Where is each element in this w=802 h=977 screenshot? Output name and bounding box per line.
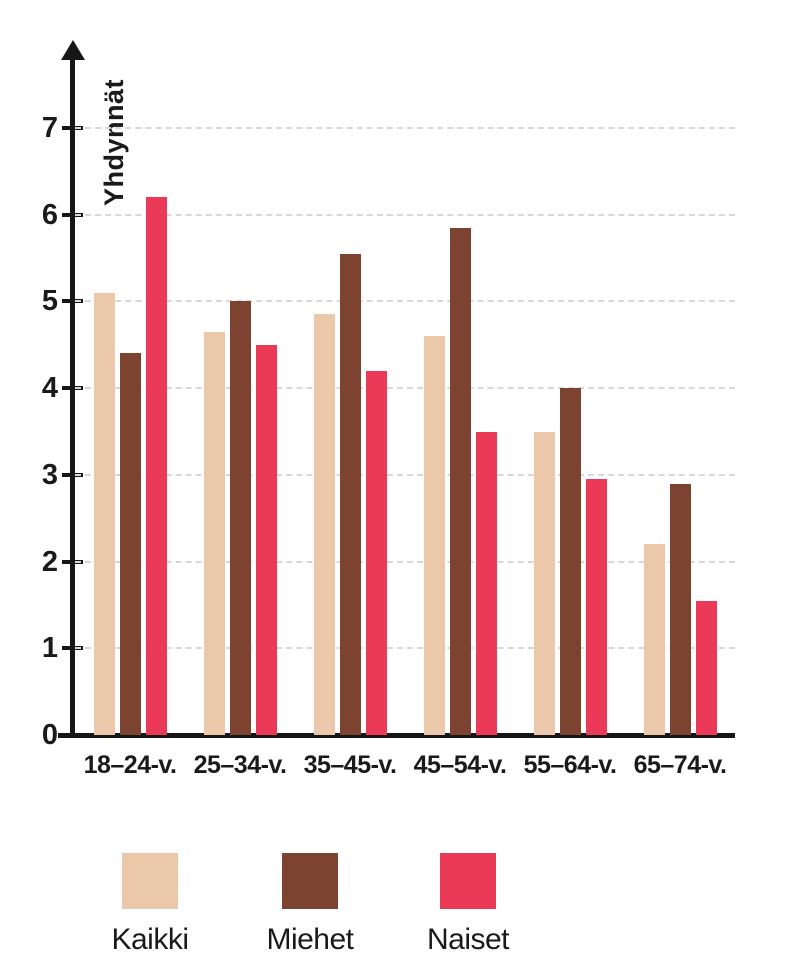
bar-kaikki-25–34-v. <box>203 331 225 735</box>
y-axis-arrow-icon <box>60 40 85 60</box>
bar-miehet-35–45-v. <box>339 253 361 735</box>
gridline <box>75 560 735 563</box>
x-axis <box>58 733 735 738</box>
y-tick-mark <box>62 472 83 477</box>
x-category-label: 55–64-v. <box>523 751 617 779</box>
bar-kaikki-55–64-v. <box>533 431 555 735</box>
legend-item-kaikki: Kaikki <box>85 853 215 957</box>
y-tick-mark <box>62 212 83 217</box>
legend: Kaikki Miehet Naiset <box>0 853 802 963</box>
legend-item-naiset: Naiset <box>403 853 533 957</box>
y-tick-label: 2 <box>41 545 58 578</box>
gridline <box>75 300 735 303</box>
bar-naiset-65–74-v. <box>695 600 717 735</box>
bar-miehet-18–24-v. <box>119 353 141 735</box>
bar-miehet-25–34-v. <box>229 301 251 735</box>
gridline <box>75 647 735 650</box>
legend-label: Kaikki <box>111 923 189 956</box>
legend-swatch-naiset <box>440 853 496 909</box>
x-category-label: 45–54-v. <box>413 751 507 779</box>
gridline <box>75 213 735 216</box>
bar-naiset-25–34-v. <box>255 344 277 735</box>
bar-kaikki-45–54-v. <box>423 336 445 735</box>
x-category-label: 18–24-v. <box>83 751 177 779</box>
x-category-label: 65–74-v. <box>633 751 727 779</box>
gridline <box>75 387 735 390</box>
legend-item-miehet: Miehet <box>245 853 375 957</box>
y-tick-label: 5 <box>41 285 58 318</box>
x-category-label: 35–45-v. <box>303 751 397 779</box>
y-axis <box>70 56 75 737</box>
legend-swatch-miehet <box>282 853 338 909</box>
y-tick-mark <box>62 299 83 304</box>
y-tick-label: 3 <box>41 458 58 491</box>
y-tick-label: 6 <box>41 198 58 231</box>
y-tick-mark <box>62 126 83 130</box>
bar-naiset-45–54-v. <box>475 431 497 735</box>
bar-miehet-45–54-v. <box>449 227 471 735</box>
gridline <box>75 127 735 129</box>
y-tick-mark <box>62 386 83 391</box>
y-tick-mark <box>62 733 83 737</box>
bar-naiset-35–45-v. <box>365 370 387 735</box>
y-tick-label: 4 <box>41 372 58 405</box>
bar-kaikki-35–45-v. <box>313 314 335 735</box>
y-tick-label: 1 <box>41 632 58 665</box>
bar-kaikki-65–74-v. <box>643 544 665 735</box>
bar-kaikki-18–24-v. <box>93 292 115 735</box>
y-tick-mark <box>62 646 83 651</box>
y-tick-label: 7 <box>41 112 58 144</box>
bar-naiset-55–64-v. <box>585 479 607 735</box>
legend-swatch-kaikki <box>122 853 178 909</box>
bar-miehet-55–64-v. <box>559 388 581 735</box>
legend-label: Naiset <box>426 923 510 956</box>
bar-naiset-18–24-v. <box>145 197 167 735</box>
bar-miehet-65–74-v. <box>669 483 691 735</box>
y-tick-label: 0 <box>41 719 58 751</box>
legend-label: Miehet <box>266 923 354 956</box>
y-tick-mark <box>62 559 83 564</box>
plot-area <box>75 127 735 735</box>
gridline <box>75 473 735 476</box>
x-category-label: 25–34-v. <box>193 751 287 779</box>
